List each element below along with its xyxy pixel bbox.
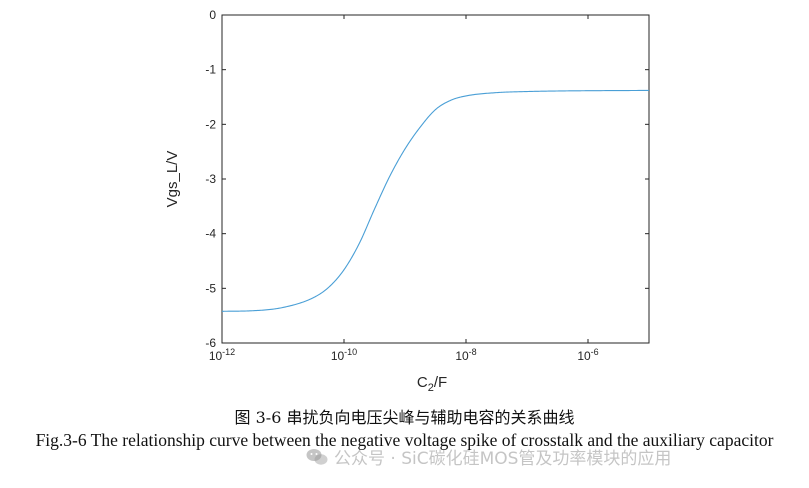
y-axis-ticks: 0 -1 -2 -3 -4 -5 -6	[205, 8, 649, 350]
figure-caption-chinese: 图 3-6 串扰负向电压尖峰与辅助电容的关系曲线	[234, 408, 575, 427]
y-tick-label: -3	[205, 172, 216, 186]
figure-caption-english: Fig.3-6 The relationship curve between t…	[35, 430, 774, 450]
x-tick-label: 10-12	[209, 347, 235, 363]
x-axis-label-subscript: 2	[428, 382, 434, 394]
y-tick-label: -1	[205, 63, 216, 77]
watermark: 公众号 · SiC碳化硅MOS管及功率模块的应用	[306, 444, 671, 469]
y-tick-label: -4	[205, 227, 216, 241]
y-tick-label: -2	[205, 117, 216, 131]
y-tick-label: 0	[209, 8, 216, 22]
x-tick-label: 10-8	[455, 347, 476, 363]
x-tick-label: 10-10	[331, 347, 357, 363]
x-axis-ticks: 10-12 10-10 10-8 10-6	[209, 15, 599, 363]
x-axis-label: C2/F	[417, 374, 447, 394]
y-axis-label: Vgs_L/V	[164, 151, 181, 208]
plot-area	[221, 14, 650, 344]
y-tick-label: -6	[205, 336, 216, 350]
watermark-text: 公众号 · SiC碳化硅MOS管及功率模块的应用	[334, 449, 672, 469]
y-tick-label: -5	[205, 281, 216, 295]
vgs-vs-c2-chart: 0 -1 -2 -3 -4 -5 -6 10-12 10-10 10-8 10-6 Vgs_L/V…	[164, 8, 650, 394]
wechat-icon	[306, 448, 328, 465]
x-tick-label: 10-6	[577, 347, 598, 363]
x-axis-label-main: C	[417, 374, 428, 391]
series-line-vgs-l	[221, 89, 650, 312]
x-axis-label-unit: /F	[434, 374, 447, 391]
